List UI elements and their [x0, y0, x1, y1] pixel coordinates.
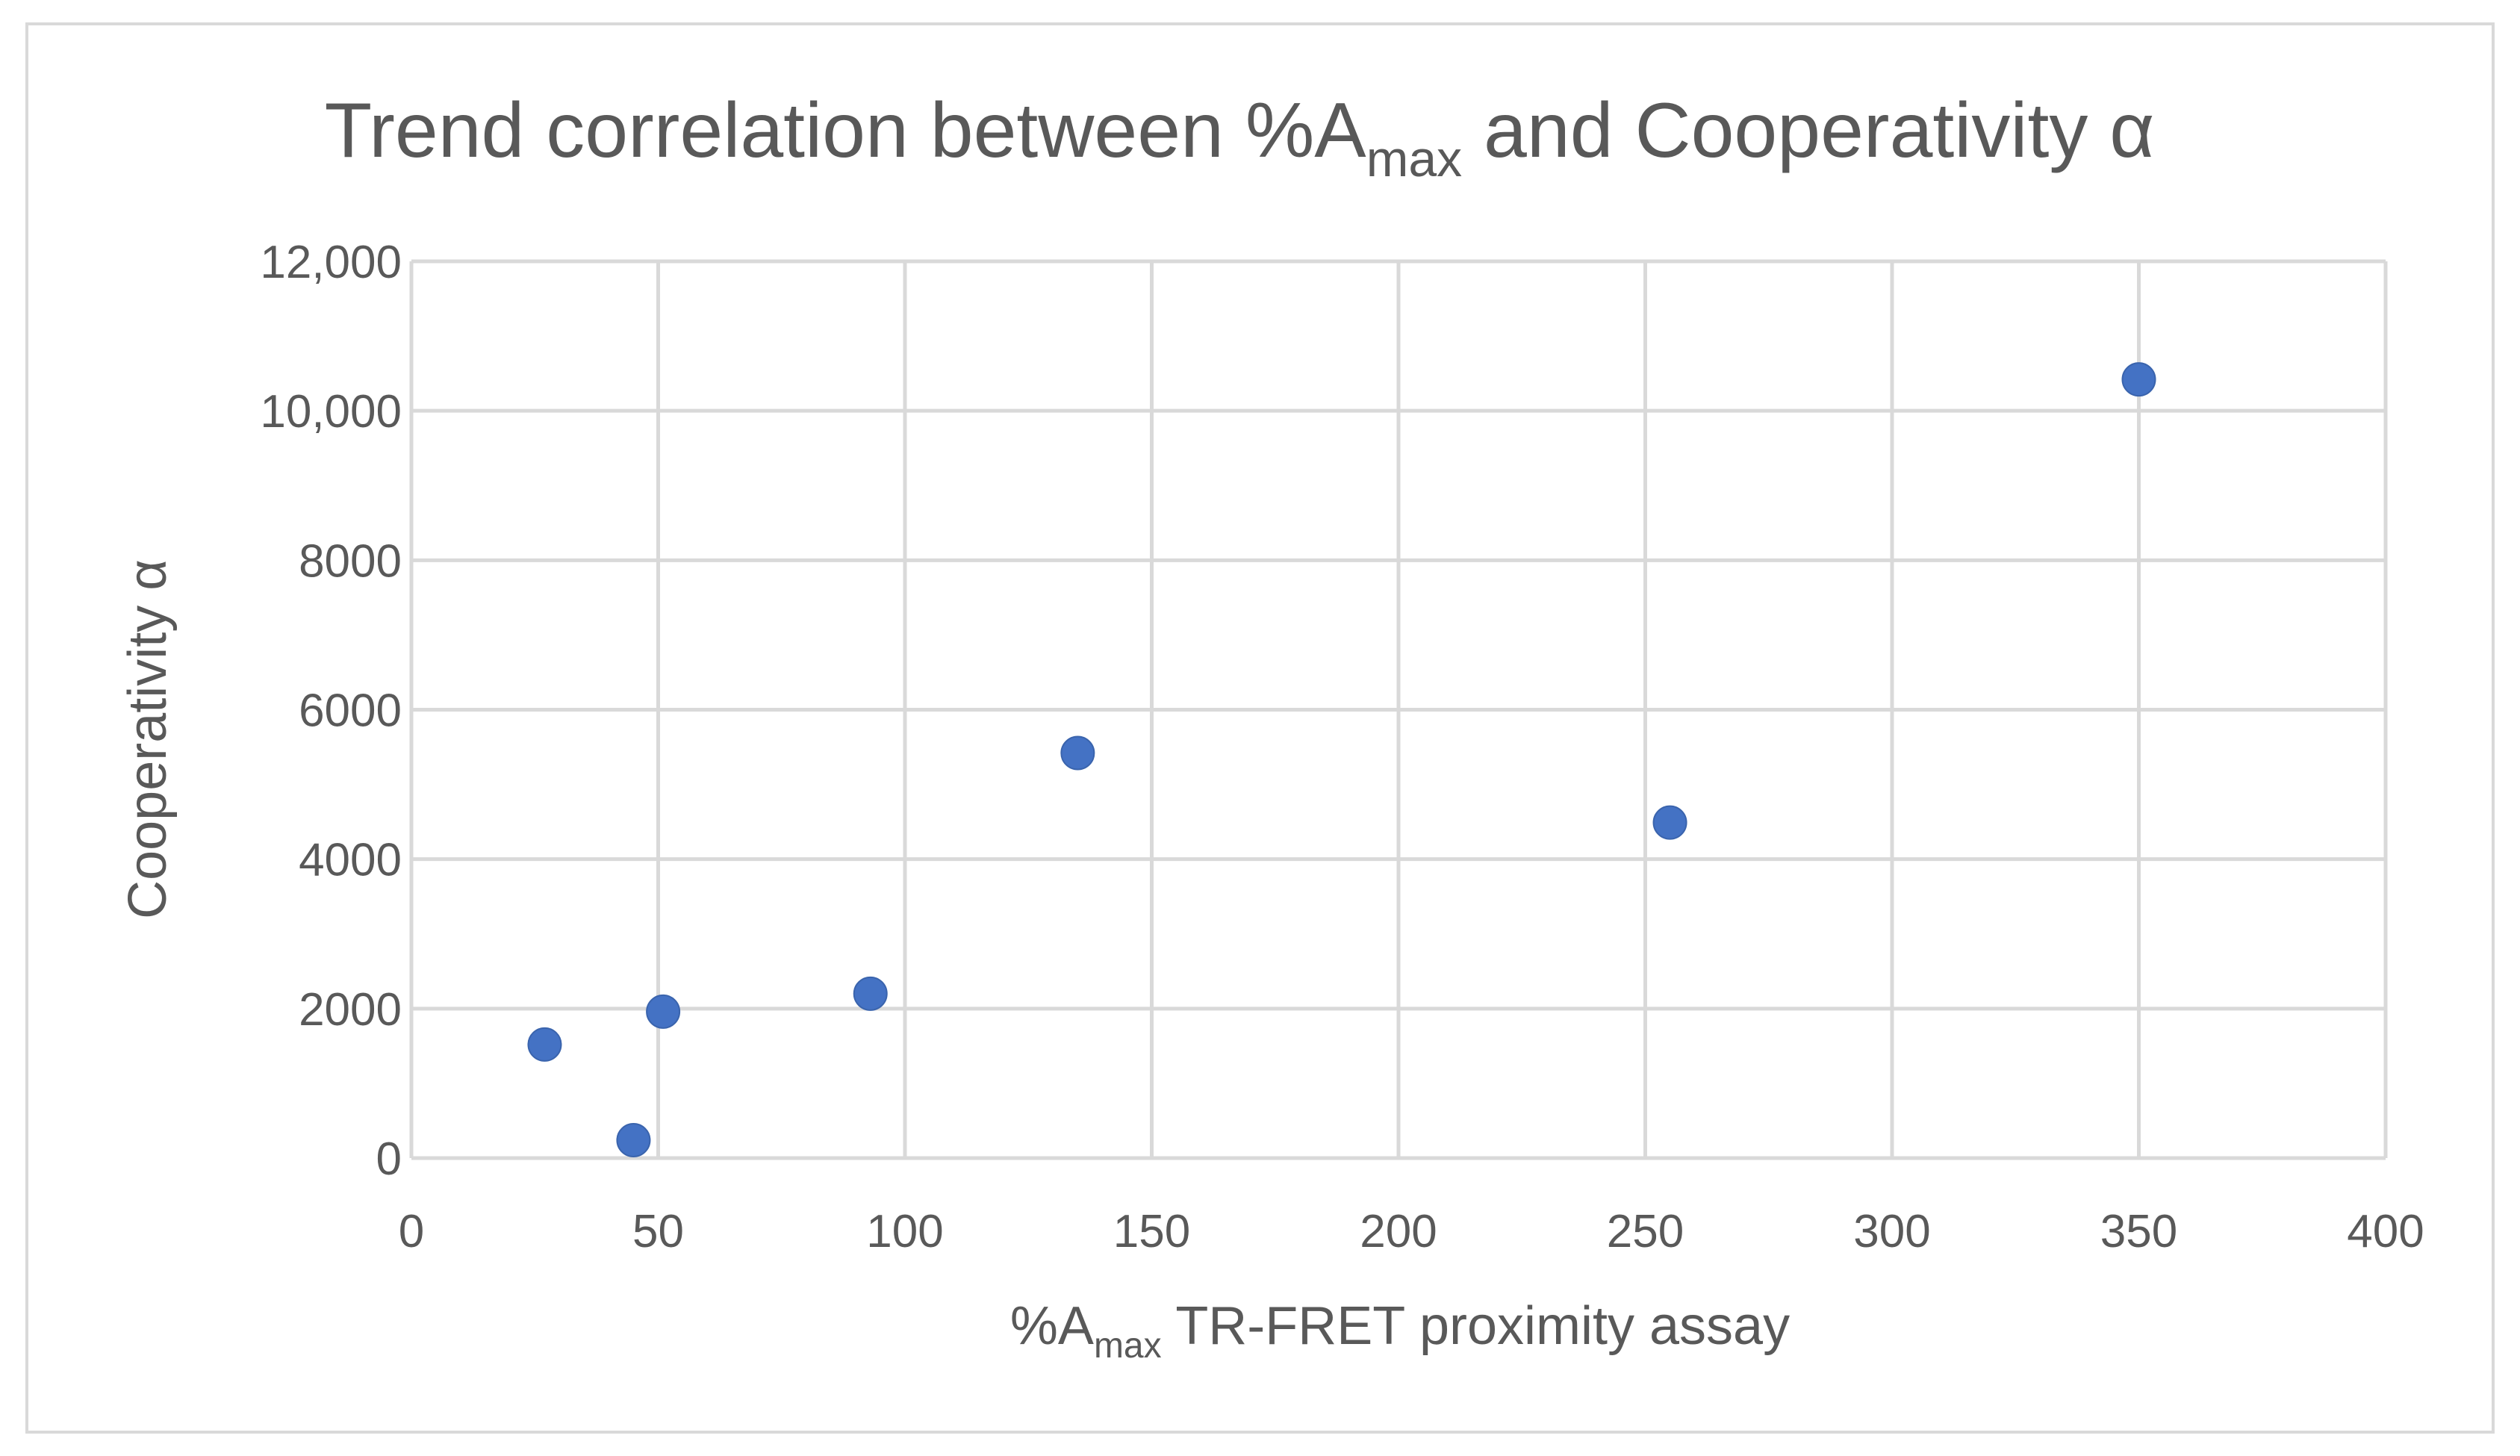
x-axis-ticks: 0 50 100 150 200 250 300 350 400 — [399, 1206, 2424, 1257]
data-point — [853, 976, 888, 1011]
data-points — [527, 362, 2156, 1157]
y-axis-ticks: 0 2000 4000 6000 8000 10,000 12,000 — [260, 237, 402, 1185]
x-axis-label-subscript: max — [1094, 1326, 1162, 1366]
y-tick-label: 8000 — [299, 535, 402, 587]
chart-title-subscript: max — [1366, 131, 1462, 187]
x-tick-label: 100 — [866, 1206, 943, 1257]
data-point — [1652, 805, 1687, 840]
y-tick-label: 6000 — [299, 685, 402, 737]
y-tick-label: 0 — [376, 1133, 402, 1185]
data-point — [2121, 362, 2156, 397]
x-tick-label: 200 — [1360, 1206, 1437, 1257]
data-point — [1060, 735, 1095, 771]
chart-title-main: Trend correlation between %A — [325, 87, 1367, 174]
gridlines — [409, 259, 2388, 1160]
y-tick-label: 12,000 — [260, 237, 402, 288]
x-tick-label: 0 — [399, 1206, 424, 1257]
chart-title: Trend correlation between %Amax and Coop… — [325, 87, 2155, 187]
x-axis-label: %Amax TR-FRET proximity assay — [1010, 1296, 1790, 1366]
data-point — [616, 1122, 651, 1157]
x-tick-label: 150 — [1113, 1206, 1190, 1257]
data-point — [527, 1027, 562, 1062]
y-axis-label: Cooperativity α — [118, 559, 178, 919]
x-axis-label-tail: TR-FRET proximity assay — [1162, 1296, 1790, 1356]
y-tick-label: 2000 — [299, 984, 402, 1036]
y-tick-label: 10,000 — [260, 386, 402, 438]
data-point — [646, 994, 681, 1029]
x-tick-label: 300 — [1853, 1206, 1930, 1257]
x-tick-label: 350 — [2100, 1206, 2177, 1257]
x-tick-label: 400 — [2347, 1206, 2424, 1257]
x-axis-label-main: %A — [1010, 1296, 1094, 1356]
y-tick-label: 4000 — [299, 835, 402, 886]
chart-area — [25, 22, 2495, 1434]
x-tick-label: 50 — [632, 1206, 684, 1257]
x-tick-label: 250 — [1607, 1206, 1684, 1257]
chart-title-tail: and Cooperativity α — [1462, 87, 2154, 174]
